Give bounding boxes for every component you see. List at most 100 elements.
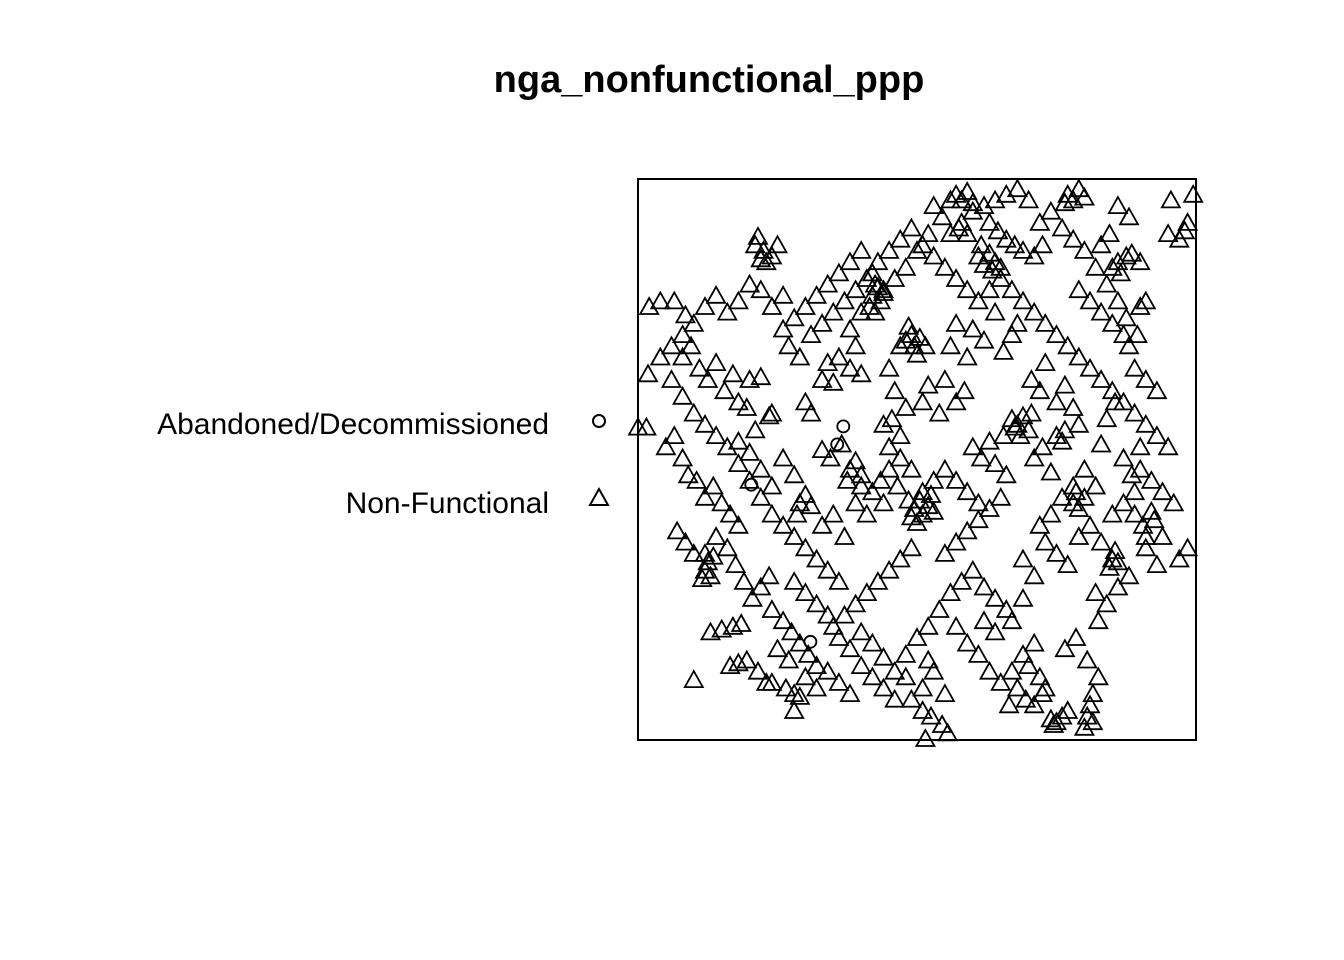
nonfunctional-point	[906, 343, 928, 363]
nonfunctional-point	[850, 240, 872, 259]
nonfunctional-point	[761, 599, 783, 618]
nonfunctional-point	[912, 481, 934, 501]
nonfunctional-point	[758, 565, 780, 585]
nonfunctional-point	[945, 470, 967, 489]
nonfunctional-point	[1182, 183, 1204, 203]
nonfunctional-point	[923, 470, 945, 489]
nonfunctional-point	[886, 475, 909, 495]
nonfunctional-point	[1129, 436, 1151, 456]
data-points	[627, 178, 1204, 747]
nonfunctional-point	[739, 442, 761, 461]
nonfunctional-point	[1068, 498, 1090, 517]
nonfunctional-point	[1040, 503, 1062, 523]
nonfunctional-point	[1124, 357, 1146, 377]
nonfunctional-point	[956, 346, 978, 366]
nonfunctional-point	[744, 419, 766, 439]
nonfunctional-point	[1098, 557, 1121, 576]
nonfunctional-point	[1118, 335, 1140, 355]
nonfunctional-point	[789, 632, 811, 652]
nonfunctional-point	[1031, 683, 1054, 702]
nonfunctional-point	[811, 313, 833, 332]
legend-triangle-marker	[588, 486, 610, 506]
nonfunctional-point	[1079, 290, 1101, 310]
nonfunctional-point	[683, 669, 705, 688]
nonfunctional-point	[761, 672, 783, 691]
nonfunctional-point	[1101, 313, 1123, 332]
nonfunctional-point	[705, 284, 727, 304]
nonfunctional-point	[923, 500, 945, 520]
nonfunctional-point	[1006, 313, 1028, 332]
nonfunctional-point	[691, 568, 713, 587]
nonfunctional-point	[1129, 296, 1151, 315]
nonfunctional-point	[934, 543, 956, 562]
nonfunctional-point	[727, 453, 749, 473]
nonfunctional-point	[850, 464, 872, 484]
nonfunctional-point	[934, 683, 956, 702]
nonfunctional-point	[912, 700, 934, 719]
nonfunctional-point	[914, 335, 936, 355]
nonfunctional-point	[889, 228, 911, 248]
nonfunctional-point	[920, 705, 942, 725]
nonfunctional-point	[725, 554, 747, 573]
nonfunctional-point	[923, 195, 945, 215]
nonfunctional-point	[956, 279, 978, 299]
nonfunctional-point	[694, 413, 716, 433]
nonfunctional-point	[1146, 554, 1168, 573]
nonfunctional-point	[1087, 666, 1109, 686]
nonfunctional-point	[1068, 178, 1090, 198]
nonfunctional-point	[833, 526, 856, 545]
nonfunctional-point	[928, 599, 950, 618]
nonfunctional-point	[727, 514, 749, 534]
nonfunctional-point	[951, 212, 973, 231]
nonfunctional-point	[1001, 324, 1023, 344]
nonfunctional-point	[984, 301, 1006, 321]
nonfunctional-point	[962, 436, 984, 456]
nonfunctional-point	[1031, 436, 1054, 456]
nonfunctional-point	[967, 492, 989, 512]
nonfunctional-point	[1023, 565, 1045, 585]
nonfunctional-point	[1062, 397, 1084, 416]
nonfunctional-point	[1082, 683, 1104, 702]
nonfunctional-point	[920, 484, 942, 503]
nonfunctional-point	[878, 458, 900, 478]
nonfunctional-point	[822, 615, 844, 635]
nonfunctional-point	[766, 638, 789, 658]
nonfunctional-point	[978, 660, 1001, 680]
nonfunctional-point	[1129, 458, 1151, 478]
nonfunctional-point	[783, 464, 805, 484]
nonfunctional-point	[1085, 582, 1107, 601]
nonfunctional-point	[739, 273, 761, 293]
nonfunctional-point	[686, 470, 708, 489]
nonfunctional-point	[1057, 700, 1079, 719]
nonfunctional-point	[956, 223, 978, 243]
nonfunctional-point	[761, 296, 783, 315]
nonfunctional-point	[912, 391, 934, 411]
nonfunctional-point	[817, 273, 839, 293]
nonfunctional-point	[800, 324, 822, 344]
nonfunctional-point	[923, 245, 945, 265]
nonfunctional-point	[817, 559, 839, 579]
nonfunctional-point	[956, 632, 978, 652]
nonfunctional-point	[839, 318, 861, 338]
nonfunctional-point	[1146, 380, 1168, 400]
nonfunctional-point	[1079, 514, 1101, 534]
nonfunctional-point	[889, 447, 911, 467]
nonfunctional-point	[780, 621, 803, 641]
nonfunctional-point	[872, 677, 895, 697]
nonfunctional-point	[672, 385, 694, 405]
nonfunctional-point	[1051, 705, 1073, 725]
nonfunctional-point	[962, 192, 984, 212]
legend-label-abandoned: Abandoned/Decommissioned	[157, 408, 549, 441]
nonfunctional-point	[937, 722, 959, 742]
nonfunctional-point	[722, 363, 744, 383]
nonfunctional-point	[722, 615, 744, 635]
nonfunctional-point	[800, 402, 822, 422]
abandoned-point	[830, 437, 845, 452]
nonfunctional-point	[666, 520, 688, 540]
nonfunctional-point	[828, 627, 850, 646]
nonfunctional-point	[934, 256, 956, 276]
nonfunctional-point	[1073, 458, 1095, 478]
nonfunctional-point	[828, 346, 850, 366]
nonfunctional-point	[956, 181, 978, 200]
